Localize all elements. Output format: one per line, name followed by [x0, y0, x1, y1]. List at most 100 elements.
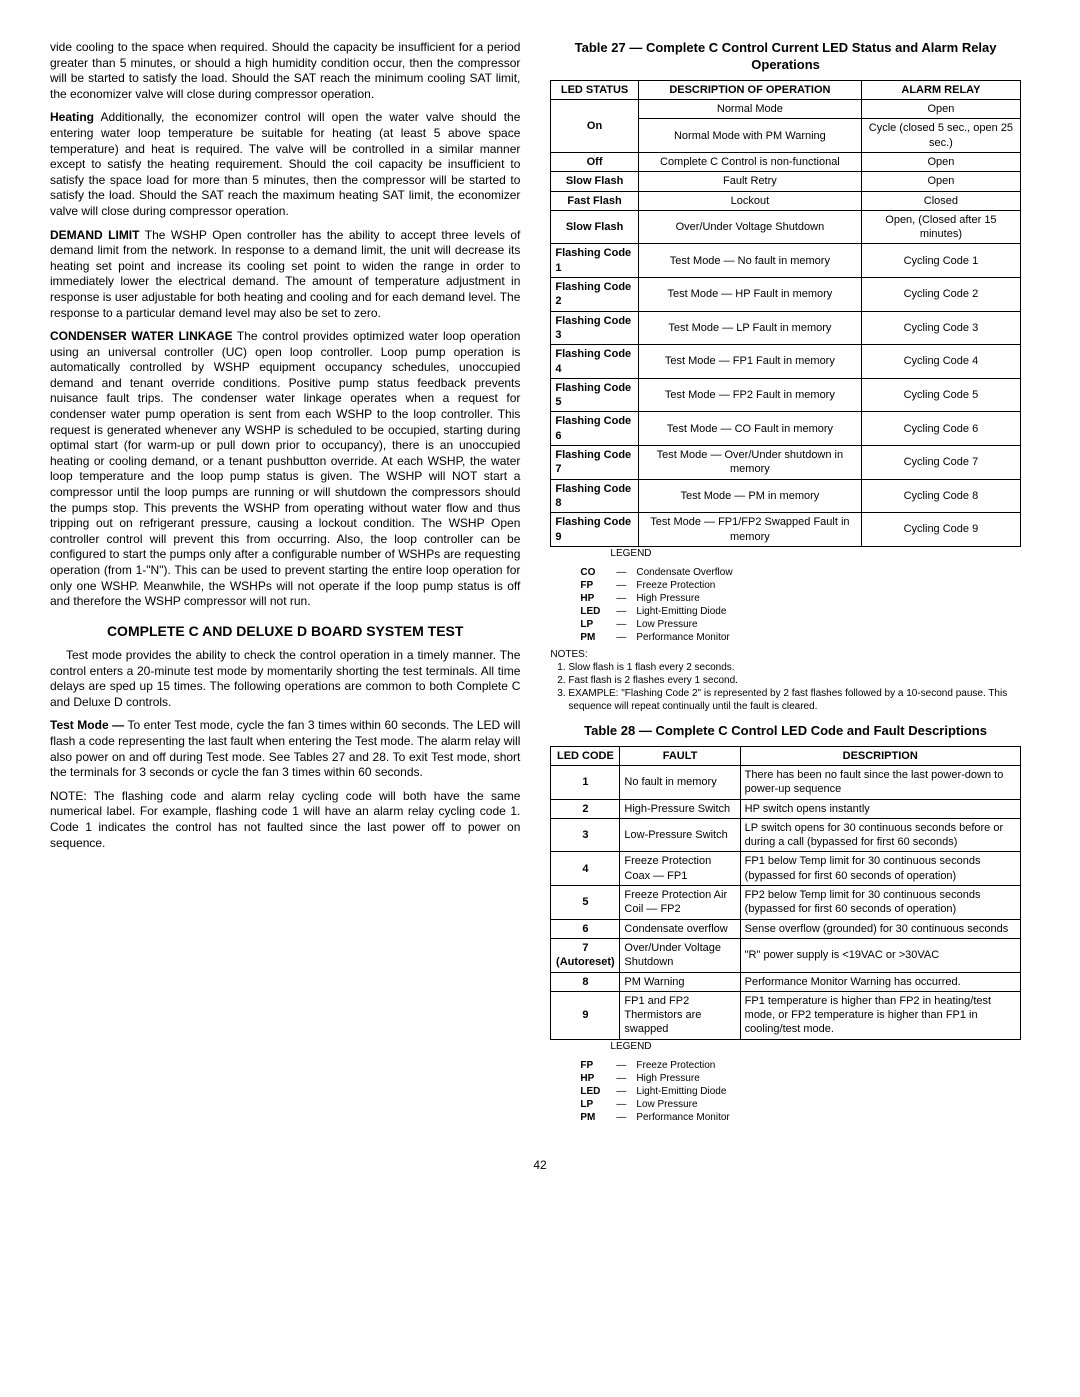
table-cell: Slow Flash — [551, 210, 638, 244]
table-cell: FP2 below Temp limit for 30 continuous s… — [740, 886, 1020, 920]
table-cell: Cycling Code 9 — [862, 513, 1021, 547]
table-header: FAULT — [620, 746, 740, 765]
table-cell: Freeze Protection Air Coil — FP2 — [620, 886, 740, 920]
table-cell: Performance Monitor Warning has occurred… — [740, 972, 1020, 991]
legend-key: LP — [580, 618, 610, 631]
legend-key: LP — [580, 1098, 610, 1111]
note-item: EXAMPLE: "Flashing Code 2" is represente… — [568, 687, 1020, 713]
table-cell: Low-Pressure Switch — [620, 818, 740, 852]
table-header: DESCRIPTION — [740, 746, 1020, 765]
table-cell: Flashing Code 8 — [551, 479, 638, 513]
legend-dash: — — [616, 1059, 630, 1072]
table-cell: Cycle (closed 5 sec., open 25 sec.) — [862, 119, 1021, 153]
table-cell: Normal Mode with PM Warning — [638, 119, 861, 153]
table-cell: High-Pressure Switch — [620, 799, 740, 818]
legend-val: High Pressure — [636, 592, 699, 605]
note-item: Slow flash is 1 flash every 2 seconds. — [568, 661, 1020, 674]
table-cell: FP1 below Temp limit for 30 continuous s… — [740, 852, 1020, 886]
page-number: 42 — [50, 1158, 1030, 1174]
notes: NOTES: Slow flash is 1 flash every 2 sec… — [550, 648, 1020, 713]
table-cell: Open — [862, 100, 1021, 119]
table-header: ALARM RELAY — [862, 80, 1021, 99]
legend-dash: — — [616, 1085, 630, 1098]
body-text: NOTE: The flashing code and alarm relay … — [50, 789, 520, 851]
table-cell: 5 — [551, 886, 620, 920]
legend-val: Performance Monitor — [636, 631, 729, 644]
table-cell: Test Mode — HP Fault in memory — [638, 278, 861, 312]
legend-val: Freeze Protection — [636, 579, 715, 592]
table-cell: Fast Flash — [551, 191, 638, 210]
legend-val: Light-Emitting Diode — [636, 605, 726, 618]
table-cell: FP1 and FP2 Thermistors are swapped — [620, 991, 740, 1039]
table-cell: Cycling Code 7 — [862, 446, 1021, 480]
legend-key: PM — [580, 631, 610, 644]
table-cell: "R" power supply is <19VAC or >30VAC — [740, 938, 1020, 972]
table-cell: Open, (Closed after 15 minutes) — [862, 210, 1021, 244]
body-text: vide cooling to the space when required.… — [50, 40, 520, 102]
table-cell: Test Mode — LP Fault in memory — [638, 311, 861, 345]
run-in-label: CONDENSER WATER LINKAGE — [50, 329, 232, 343]
table-cell: LP switch opens for 30 continuous second… — [740, 818, 1020, 852]
table-cell: Cycling Code 8 — [862, 479, 1021, 513]
legend-dash: — — [616, 579, 630, 592]
table-cell: There has been no fault since the last p… — [740, 765, 1020, 799]
table-cell: Lockout — [638, 191, 861, 210]
table-cell: Test Mode — No fault in memory — [638, 244, 861, 278]
legend-dash: — — [616, 605, 630, 618]
body-text: Test Mode — To enter Test mode, cycle th… — [50, 718, 520, 780]
table-header: LED STATUS — [551, 80, 638, 99]
table-cell: Test Mode — FP1 Fault in memory — [638, 345, 861, 379]
legend-key: FP — [580, 579, 610, 592]
legend-dash: — — [616, 566, 630, 579]
table-cell: 4 — [551, 852, 620, 886]
note-item: Fast flash is 2 flashes every 1 second. — [568, 674, 1020, 687]
legend-dash: — — [616, 1072, 630, 1085]
legend-key: FP — [580, 1059, 610, 1072]
body-text: Additionally, the economizer control wil… — [50, 110, 520, 218]
legend-key: LED — [580, 1085, 610, 1098]
table-cell: HP switch opens instantly — [740, 799, 1020, 818]
table-title: Table 27 — Complete C Control Current LE… — [550, 40, 1020, 74]
legend-key: PM — [580, 1111, 610, 1124]
table-cell: Over/Under Voltage Shutdown — [620, 938, 740, 972]
legend-key: LED — [580, 605, 610, 618]
legend-dash: — — [616, 592, 630, 605]
table-27: LED STATUS DESCRIPTION OF OPERATION ALAR… — [550, 80, 1020, 547]
body-text: The control provides optimized water loo… — [50, 329, 520, 608]
table-title: Table 28 — Complete C Control LED Code a… — [550, 723, 1020, 740]
legend-val: Performance Monitor — [636, 1111, 729, 1124]
table-cell: Cycling Code 3 — [862, 311, 1021, 345]
run-in-label: DEMAND LIMIT — [50, 228, 139, 242]
table-cell: Condensate overflow — [620, 919, 740, 938]
legend-key: HP — [580, 1072, 610, 1085]
table-cell: Cycling Code 6 — [862, 412, 1021, 446]
legend: FP—Freeze Protection HP—High Pressure LE… — [580, 1059, 1020, 1124]
table-cell: Open — [862, 152, 1021, 171]
table-cell: Flashing Code 2 — [551, 278, 638, 312]
table-cell: Off — [551, 152, 638, 171]
table-cell: No fault in memory — [620, 765, 740, 799]
table-cell: Normal Mode — [638, 100, 861, 119]
table-cell: Cycling Code 5 — [862, 378, 1021, 412]
table-cell: Sense overflow (grounded) for 30 continu… — [740, 919, 1020, 938]
table-cell: Flashing Code 7 — [551, 446, 638, 480]
table-cell: Flashing Code 6 — [551, 412, 638, 446]
legend: CO—Condensate Overflow FP—Freeze Protect… — [580, 566, 1020, 644]
legend-title: LEGEND — [610, 547, 1020, 560]
table-cell: Over/Under Voltage Shutdown — [638, 210, 861, 244]
section-heading: COMPLETE C AND DELUXE D BOARD SYSTEM TES… — [50, 622, 520, 640]
table-cell: Fault Retry — [638, 172, 861, 191]
table-header: DESCRIPTION OF OPERATION — [638, 80, 861, 99]
notes-title: NOTES: — [550, 649, 587, 660]
body-text: Test mode provides the ability to check … — [50, 648, 520, 710]
body-text: CONDENSER WATER LINKAGE The control prov… — [50, 329, 520, 610]
table-cell: Test Mode — CO Fault in memory — [638, 412, 861, 446]
body-text: Heating Additionally, the economizer con… — [50, 110, 520, 219]
legend-key: CO — [580, 566, 610, 579]
table-cell: Flashing Code 1 — [551, 244, 638, 278]
table-cell: Test Mode — FP1/FP2 Swapped Fault in mem… — [638, 513, 861, 547]
table-cell: Flashing Code 5 — [551, 378, 638, 412]
table-cell: Cycling Code 1 — [862, 244, 1021, 278]
legend-val: Low Pressure — [636, 618, 697, 631]
table-cell: 1 — [551, 765, 620, 799]
